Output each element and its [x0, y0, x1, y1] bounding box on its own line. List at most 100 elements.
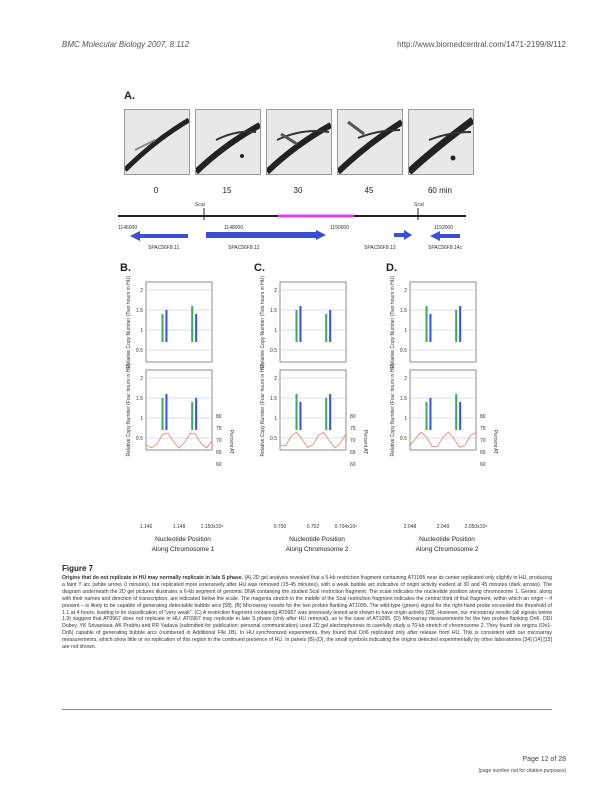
plot-frame [145, 369, 213, 451]
x-tick-label: 1.148 [173, 524, 186, 530]
y-tick-label: 0.5 [270, 436, 277, 442]
right-tick-label: 60 [480, 462, 486, 468]
panel-label-d: D. [386, 262, 397, 274]
x-tick-label: 2.050x10⁶ [465, 524, 488, 530]
figure-title: Figure 7 [62, 564, 94, 573]
journal-citation: BMC Molecular Biology 2007, 8:112 [62, 40, 190, 49]
x-axis-title: Nucleotide Position [155, 536, 211, 543]
y-tick-label: 1.5 [270, 308, 277, 314]
y-axis-title: Relative Copy Number (Two hours in HU) [390, 276, 396, 368]
map-site-label: Scal [195, 202, 205, 208]
y-tick-label: 1.5 [136, 396, 143, 402]
right-tick-label: 80 [216, 414, 222, 420]
x-axis-along: Along Chromosome 2 [415, 546, 479, 553]
x-tick-label: 1.146 [140, 524, 153, 530]
y-tick-label: 0.5 [400, 436, 407, 442]
x-axis-title: Nucleotide Position [419, 536, 475, 543]
right-tick-label: 60 [216, 462, 222, 468]
caption-bold: Origins that do not replicate in HU may … [62, 575, 244, 581]
y-tick-label: 0.5 [136, 348, 143, 354]
y-tick-label: 2 [140, 376, 143, 382]
y-tick-label: 1.5 [400, 308, 407, 314]
gene-label: SPAC56F8.13 [364, 245, 396, 251]
y-axis-title: Relative Copy Number (Two hours in HU) [260, 276, 266, 368]
x-tick-label: 0.700 [274, 524, 287, 530]
gel-image-0 [124, 109, 190, 175]
right-tick-label: 80 [480, 414, 486, 420]
genomic-scale [118, 208, 466, 220]
right-tick-label: 60 [350, 462, 356, 468]
y-tick-label: 1 [404, 328, 407, 334]
x-axis-title: Nucleotide Position [289, 536, 345, 543]
plot-frame [145, 281, 213, 363]
panel-label-a: A. [124, 90, 135, 102]
at-content-line [409, 431, 477, 448]
right-tick-label: 75 [480, 426, 486, 432]
y-axis-title: Relative Copy Number (Four hours in HU) [126, 363, 132, 456]
plot-frame [409, 281, 477, 363]
x-tick-label: 1.150x10⁶ [201, 524, 224, 530]
panel-label-c: C. [254, 262, 265, 274]
y-tick-label: 1 [140, 416, 143, 422]
y-tick-label: 1 [274, 416, 277, 422]
y-tick-label: 1.5 [136, 308, 143, 314]
gene-label: SPAC56F8.12 [228, 245, 260, 251]
x-axis-along: Along Chromosome 2 [285, 546, 349, 553]
map-coord: 1148000 [224, 225, 244, 231]
map-coord: 1150000 [330, 225, 350, 231]
gene-label: SPAC56F8.14c [428, 245, 463, 251]
right-tick-label: 70 [350, 438, 356, 444]
y-axis-title: Relative Copy Number (Four hours in HU) [260, 363, 266, 456]
at-content-line [279, 431, 347, 449]
y-tick-label: 2 [274, 288, 277, 294]
right-tick-label: 65 [216, 450, 222, 456]
y-axis-title: Relative Copy Number (Four hours in HU) [390, 363, 396, 456]
gene-arrows [130, 230, 460, 241]
right-axis-title: Percent AT [362, 430, 368, 454]
x-tick-label: 2.048 [404, 524, 417, 530]
gel-image-15 [195, 109, 261, 175]
right-tick-label: 70 [480, 438, 486, 444]
page-number: Page 12 of 28 [522, 756, 566, 763]
plot-frame [279, 281, 347, 363]
map-coord: 1146000 [118, 225, 138, 231]
y-tick-label: 1.5 [270, 396, 277, 402]
right-tick-label: 65 [350, 450, 356, 456]
plot-frame [279, 369, 347, 451]
caption-text: (A) 2D gel analysis revealed that a 5-kb… [62, 575, 552, 651]
time-label-45: 45 [364, 186, 374, 195]
right-tick-label: 65 [480, 450, 486, 456]
right-tick-label: 80 [350, 414, 356, 420]
microarray-plots: 2 1.5 1 0.5 Relative Copy Number (Two hours … [126, 276, 498, 530]
gene-label: SPAC56F8.11 [148, 245, 180, 251]
gel-image-30 [266, 109, 332, 175]
y-tick-label: 1.5 [400, 396, 407, 402]
panel-label-b: B. [120, 262, 131, 274]
right-tick-label: 75 [216, 426, 222, 432]
y-axis-title: Relative Copy Number (Two hours in HU) [126, 276, 132, 368]
journal-url[interactable]: http://www.biomedcentral.com/1471-2199/8… [397, 40, 566, 49]
y-tick-label: 1 [404, 416, 407, 422]
time-label-15: 15 [222, 186, 232, 195]
plot-frame [409, 369, 477, 451]
time-label-60: 60 min [427, 186, 452, 195]
right-axis-title: Percent AT [228, 430, 234, 454]
page-note: (page number not for citation purposes) [478, 768, 566, 774]
y-tick-label: 1 [274, 328, 277, 334]
x-tick-label: 2.049 [437, 524, 450, 530]
right-tick-label: 70 [216, 438, 222, 444]
divider [62, 709, 552, 710]
y-tick-label: 2 [274, 376, 277, 382]
right-axis-title: Percent AT [492, 430, 498, 454]
at-content-line [145, 432, 213, 449]
x-tick-label: 0.704x10⁶ [335, 524, 358, 530]
y-tick-label: 2 [404, 376, 407, 382]
gel-image-45 [337, 109, 403, 175]
x-tick-label: 0.702 [307, 524, 320, 530]
time-label-30: 30 [293, 186, 303, 195]
map-coord: 1152000 [434, 225, 454, 231]
right-tick-label: 75 [350, 426, 356, 432]
y-tick-label: 1 [140, 328, 143, 334]
time-label-0: 0 [153, 186, 159, 195]
y-tick-label: 2 [140, 288, 143, 294]
